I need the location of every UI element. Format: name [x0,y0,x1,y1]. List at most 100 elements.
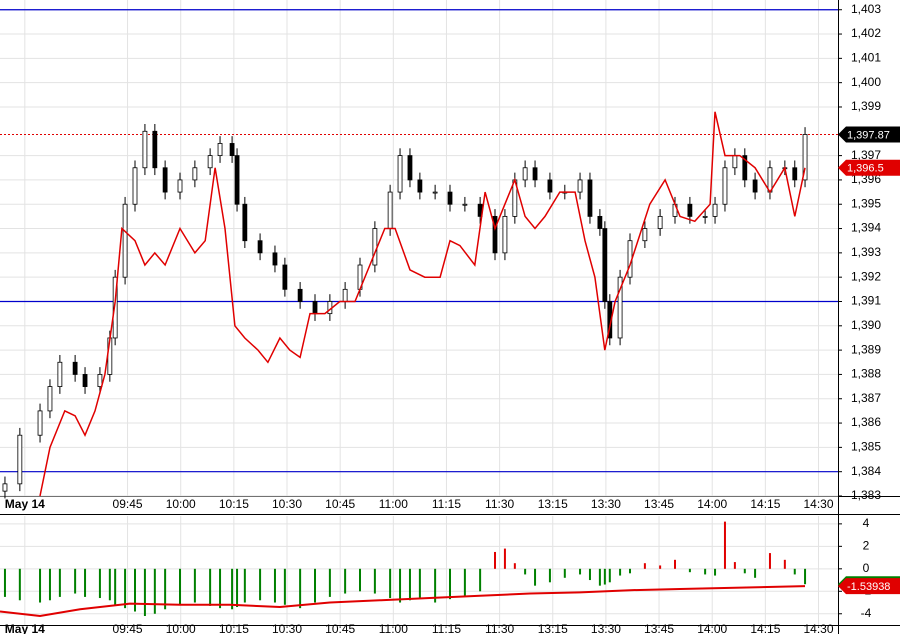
x-tick-label: May 14 [5,622,45,634]
histogram-bar [563,568,566,578]
candle-body [502,215,508,254]
candle-body [217,143,223,157]
x-tick-label: 14:15 [750,497,780,511]
candle-body [522,167,528,181]
histogram-bar [449,568,452,600]
candle-body [702,215,708,218]
candle-body [297,288,303,302]
candle-body [229,143,235,157]
histogram-bar [373,568,376,594]
candle-body [162,167,168,193]
x-tick-label: 10:15 [219,622,249,634]
candle-body [492,215,498,254]
x-tick-label: 14:00 [697,497,727,511]
y-tick-label: 1,394 [851,221,881,235]
x-tick-label: 13:30 [591,622,621,634]
x-tick-label: 14:30 [803,622,833,634]
signal-last-label: -1.53938 [847,581,890,593]
histogram-bar [236,568,239,608]
y-tick-label: 1,390 [851,318,881,332]
candle-body [207,155,213,169]
candle-body [37,410,43,436]
histogram-bar [408,568,411,601]
histogram-bar [793,568,796,575]
candle-body [132,167,138,205]
candle-body [72,361,78,375]
histogram-bar [39,568,42,603]
candle-body [17,434,23,485]
y-tick-label: 0 [863,561,870,575]
histogram-bar [114,568,117,605]
candle-body [547,179,553,193]
histogram-bar [783,559,786,569]
candle-body [372,228,378,266]
candle-body [732,155,738,169]
histogram-bar [84,568,87,597]
x-tick-label: 11:30 [485,622,514,634]
candle-body [657,215,663,229]
histogram-bar [179,568,182,605]
x-tick-label: 09:45 [113,497,143,511]
x-tick-label: 09:45 [113,622,143,634]
histogram-bar [524,568,527,575]
histogram-bar [674,559,677,569]
candle-body [617,276,623,339]
histogram-bar [603,568,606,585]
last-price-label: 1,397.87 [847,129,890,141]
y-tick-label: -4 [861,606,872,620]
candle-body [234,155,240,205]
histogram-bar [754,568,757,578]
histogram-bar [598,568,601,586]
histogram-bar [3,568,6,597]
histogram-bar [108,568,111,601]
y-tick-label: 1,389 [851,342,881,356]
histogram-bar [58,568,61,597]
x-tick-label: 13:15 [538,497,568,511]
candle-body [122,203,128,278]
candle-body [742,155,748,181]
candle-body [462,203,468,206]
histogram-bar [314,568,317,603]
histogram-bar [608,568,611,583]
histogram-bar [283,568,286,605]
candle-body [47,386,53,412]
signal-line [0,585,806,618]
histogram-bar [548,568,551,583]
candle-body [342,288,348,302]
histogram-bar [768,553,771,569]
candle-body [802,134,808,181]
histogram-bar [588,568,591,581]
histogram-bar [659,565,662,569]
y-tick-label: 1,403 [851,2,881,16]
candle-body [282,264,288,290]
candle-body [447,191,453,205]
histogram-bar [629,568,632,574]
x-tick-label: 13:45 [644,497,674,511]
histogram-bar [164,568,167,610]
histogram-bar [359,568,362,592]
y-tick-label: 1,401 [851,51,881,65]
histogram-bar [399,568,402,603]
overlay-line [39,111,806,497]
y-tick-label: 1,384 [851,464,881,478]
histogram-bar [219,568,222,609]
histogram-bar [714,568,717,576]
histogram-bar [98,568,101,599]
x-tick-label: 14:15 [750,622,780,634]
x-tick-label: 13:45 [644,622,674,634]
histogram-bar [804,568,807,585]
histogram-bar [513,563,516,569]
histogram-bar [48,568,51,601]
x-tick-label: May 14 [5,497,45,511]
histogram-bar [733,562,736,569]
candle-body [417,179,423,193]
candle-body [82,374,88,387]
candle-body [687,203,693,217]
x-tick-label: 14:00 [697,622,727,634]
candle-body [642,228,648,242]
histogram-bar [143,568,146,617]
histogram-bar [193,568,196,603]
histogram-bar [124,568,127,609]
